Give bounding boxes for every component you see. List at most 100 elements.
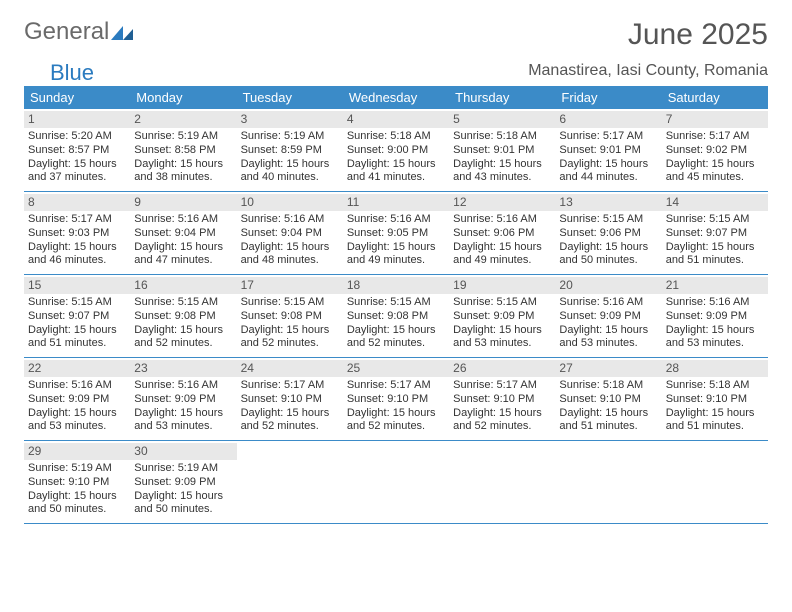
day-text: and 52 minutes. — [453, 420, 551, 434]
day-text: Sunrise: 5:17 AM — [453, 379, 551, 393]
day-cell: 28Sunrise: 5:18 AMSunset: 9:10 PMDayligh… — [662, 358, 768, 440]
day-cell: 2Sunrise: 5:19 AMSunset: 8:58 PMDaylight… — [130, 109, 236, 191]
day-text: Sunset: 9:08 PM — [347, 310, 445, 324]
day-number: 26 — [449, 360, 555, 377]
day-cell: 9Sunrise: 5:16 AMSunset: 9:04 PMDaylight… — [130, 192, 236, 274]
week-row: 1Sunrise: 5:20 AMSunset: 8:57 PMDaylight… — [24, 109, 768, 192]
day-cell: 27 Sunrise: 5:18 AMSunset: 9:10 PMDayligh… — [555, 358, 661, 440]
day-text: Sunrise: 5:20 AM — [28, 130, 126, 144]
day-cell: 19Sunrise: 5:15 AMSunset: 9:09 PMDayligh… — [449, 275, 555, 357]
day-text: Sunrise: 5:15 AM — [28, 296, 126, 310]
day-text: Daylight: 15 hours — [666, 407, 764, 421]
day-text: and 52 minutes. — [347, 337, 445, 351]
day-number: 19 — [449, 277, 555, 294]
day-text: Sunset: 8:58 PM — [134, 144, 232, 158]
day-cell: 22Sunrise: 5:16 AMSunset: 9:09 PMDayligh… — [24, 358, 130, 440]
day-cell: 8Sunrise: 5:17 AMSunset: 9:03 PMDaylight… — [24, 192, 130, 274]
day-number: 17 — [237, 277, 343, 294]
day-cell: 10Sunrise: 5:16 AMSunset: 9:04 PMDayligh… — [237, 192, 343, 274]
day-text: Sunset: 9:09 PM — [559, 310, 657, 324]
day-text: Sunrise: 5:17 AM — [559, 130, 657, 144]
day-text: Sunrise: 5:16 AM — [241, 213, 339, 227]
day-number: 6 — [555, 111, 661, 128]
day-text: Sunset: 8:59 PM — [241, 144, 339, 158]
day-cell: 14Sunrise: 5:15 AMSunset: 9:07 PMDayligh… — [662, 192, 768, 274]
weekday-header: Wednesday — [343, 86, 449, 109]
day-text: Sunrise: 5:19 AM — [28, 462, 126, 476]
day-text: Sunrise: 5:16 AM — [559, 296, 657, 310]
day-text: and 40 minutes. — [241, 171, 339, 185]
logo-text-general: General — [24, 18, 109, 46]
location-label: Manastirea, Iasi County, Romania — [528, 62, 768, 80]
day-text: Sunrise: 5:19 AM — [134, 462, 232, 476]
logo-mark-icon — [111, 24, 133, 40]
day-text: Sunrise: 5:19 AM — [241, 130, 339, 144]
day-text: Sunrise: 5:18 AM — [666, 379, 764, 393]
day-text: and 53 minutes. — [28, 420, 126, 434]
day-text: Sunset: 9:10 PM — [559, 393, 657, 407]
day-text: Daylight: 15 hours — [134, 490, 232, 504]
day-text: and 50 minutes. — [559, 254, 657, 268]
day-text: and 41 minutes. — [347, 171, 445, 185]
day-text: Daylight: 15 hours — [347, 158, 445, 172]
day-text: Sunset: 9:04 PM — [241, 227, 339, 241]
day-text: Daylight: 15 hours — [666, 324, 764, 338]
day-text: and 52 minutes. — [241, 420, 339, 434]
day-text: and 44 minutes. — [559, 171, 657, 185]
day-text: and 53 minutes. — [134, 420, 232, 434]
day-text: and 48 minutes. — [241, 254, 339, 268]
weekday-header: Friday — [555, 86, 661, 109]
day-text: Sunrise: 5:18 AM — [347, 130, 445, 144]
day-number: 29 — [24, 443, 130, 460]
day-text: Daylight: 15 hours — [241, 407, 339, 421]
week-row: 22Sunrise: 5:16 AMSunset: 9:09 PMDayligh… — [24, 358, 768, 441]
day-number: 27 — [555, 360, 661, 377]
day-text: and 53 minutes. — [453, 337, 551, 351]
day-text: and 43 minutes. — [453, 171, 551, 185]
day-text: Daylight: 15 hours — [347, 241, 445, 255]
day-text: Sunset: 9:10 PM — [28, 476, 126, 490]
day-number: 14 — [662, 194, 768, 211]
day-text: Daylight: 15 hours — [28, 158, 126, 172]
day-cell: 30Sunrise: 5:19 AMSunset: 9:09 PMDayligh… — [130, 441, 236, 523]
day-number: 23 — [130, 360, 236, 377]
day-text: Sunrise: 5:17 AM — [241, 379, 339, 393]
day-number: 18 — [343, 277, 449, 294]
day-text: and 46 minutes. — [28, 254, 126, 268]
day-cell: 21Sunrise: 5:16 AMSunset: 9:09 PMDayligh… — [662, 275, 768, 357]
day-text: Daylight: 15 hours — [28, 324, 126, 338]
day-text: and 50 minutes. — [28, 503, 126, 517]
day-text: Sunrise: 5:16 AM — [453, 213, 551, 227]
day-cell: 11Sunrise: 5:16 AMSunset: 9:05 PMDayligh… — [343, 192, 449, 274]
day-text: Daylight: 15 hours — [666, 241, 764, 255]
day-text: Sunrise: 5:15 AM — [559, 213, 657, 227]
day-number: 8 — [24, 194, 130, 211]
day-text: Sunset: 9:03 PM — [28, 227, 126, 241]
week-row: 8Sunrise: 5:17 AMSunset: 9:03 PMDaylight… — [24, 192, 768, 275]
day-text: Sunset: 9:10 PM — [453, 393, 551, 407]
day-text: Daylight: 15 hours — [134, 241, 232, 255]
day-text: Daylight: 15 hours — [28, 407, 126, 421]
day-number: 15 — [24, 277, 130, 294]
day-text: Sunset: 9:10 PM — [241, 393, 339, 407]
day-text: Daylight: 15 hours — [559, 407, 657, 421]
day-number: 9 — [130, 194, 236, 211]
day-text: Sunset: 9:01 PM — [559, 144, 657, 158]
calendar-header-row: SundayMondayTuesdayWednesdayThursdayFrid… — [24, 86, 768, 109]
day-text: and 50 minutes. — [134, 503, 232, 517]
day-text: Daylight: 15 hours — [453, 407, 551, 421]
day-text: Sunset: 9:08 PM — [241, 310, 339, 324]
day-text: and 53 minutes. — [666, 337, 764, 351]
day-cell: 29Sunrise: 5:19 AMSunset: 9:10 PMDayligh… — [24, 441, 130, 523]
day-text: and 53 minutes. — [559, 337, 657, 351]
day-text: Sunrise: 5:18 AM — [559, 379, 657, 393]
day-text: Sunset: 9:00 PM — [347, 144, 445, 158]
day-text: Sunset: 9:04 PM — [134, 227, 232, 241]
day-text: Daylight: 15 hours — [453, 324, 551, 338]
day-cell — [237, 441, 343, 523]
weekday-header: Saturday — [662, 86, 768, 109]
day-text: and 37 minutes. — [28, 171, 126, 185]
header-row: General June 2025 — [24, 18, 768, 52]
day-cell: 25Sunrise: 5:17 AMSunset: 9:10 PMDayligh… — [343, 358, 449, 440]
day-number: 20 — [555, 277, 661, 294]
